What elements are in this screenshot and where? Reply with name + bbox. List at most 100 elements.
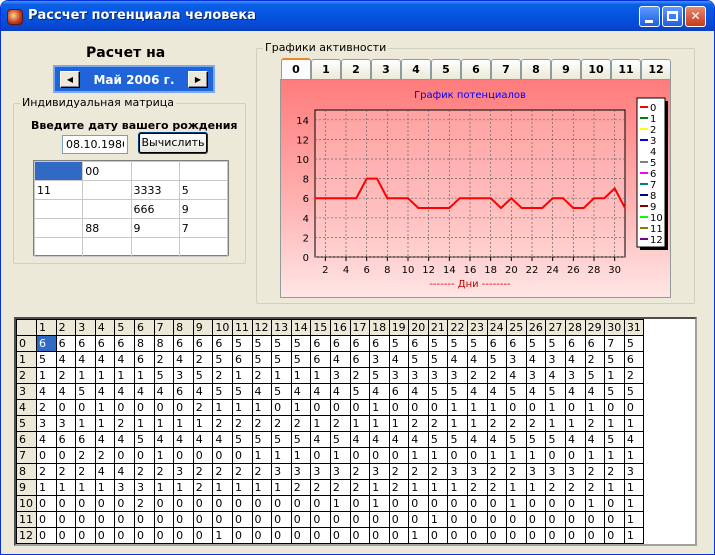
grid-cell[interactable]: 6 (173, 383, 194, 400)
grid-cell[interactable]: 1 (525, 479, 547, 496)
tab-1[interactable]: 1 (311, 59, 341, 79)
grid-cell[interactable]: 4 (584, 431, 606, 448)
grid-cell[interactable]: 0 (604, 495, 625, 512)
grid-cell[interactable]: 5 (584, 367, 606, 384)
matrix-cell[interactable]: 00 (82, 161, 132, 181)
grid-cell[interactable]: 1 (271, 367, 292, 384)
grid-cell[interactable]: 1 (251, 479, 273, 496)
grid-cell[interactable]: 4 (388, 431, 410, 448)
app-icon[interactable] (7, 9, 23, 25)
grid-cell[interactable]: 6 (55, 431, 77, 448)
grid-cell[interactable]: 0 (388, 495, 410, 512)
grid-cell[interactable]: 5 (212, 351, 233, 368)
grid-cell[interactable]: 4 (251, 383, 273, 400)
grid-cell[interactable]: 1 (545, 399, 567, 416)
grid-cell[interactable]: 2 (36, 463, 57, 480)
grid-cell[interactable]: 1 (290, 399, 312, 416)
grid-cell[interactable]: 0 (349, 399, 371, 416)
grid-cell[interactable]: 1 (408, 479, 429, 496)
prev-month-button[interactable]: ◀ (60, 71, 80, 88)
grid-cell[interactable]: 2 (75, 463, 96, 480)
grid-cell[interactable]: 1 (290, 367, 312, 384)
grid-cell[interactable]: 4 (329, 351, 351, 368)
grid-cell[interactable]: 1 (447, 479, 469, 496)
grid-cell[interactable]: 1 (251, 399, 273, 416)
grid-cell[interactable]: 0 (133, 399, 155, 416)
grid-cell[interactable]: 5 (231, 431, 253, 448)
tab-8[interactable]: 8 (521, 59, 551, 79)
grid-cell[interactable]: 2 (290, 479, 312, 496)
grid-cell[interactable]: 4 (114, 383, 135, 400)
grid-cell[interactable]: 0 (369, 511, 390, 528)
grid-cell[interactable]: 0 (408, 511, 429, 528)
grid-cell[interactable]: 6 (408, 335, 429, 352)
grid-cell[interactable]: 2 (133, 463, 155, 480)
grid-cell[interactable]: 1 (329, 447, 351, 464)
grid-cell[interactable]: 0 (231, 527, 253, 544)
grid-cell[interactable]: 2 (212, 463, 233, 480)
grid-cell[interactable]: 2 (290, 415, 312, 432)
grid-cell[interactable]: 5 (486, 351, 508, 368)
grid-cell[interactable]: 5 (290, 351, 312, 368)
grid-cell[interactable]: 0 (525, 399, 547, 416)
grid-cell[interactable]: 4 (467, 431, 488, 448)
grid-cell[interactable]: 2 (349, 479, 371, 496)
grid-cell[interactable]: 1 (349, 415, 371, 432)
grid-cell[interactable]: 3 (114, 479, 135, 496)
grid-cell[interactable]: 5 (231, 335, 253, 352)
grid-cell[interactable]: 5 (467, 335, 488, 352)
grid-cell[interactable]: 0 (486, 527, 508, 544)
grid-cell[interactable]: 5 (545, 431, 567, 448)
grid-cell[interactable]: 0 (271, 511, 292, 528)
grid-cell[interactable]: 2 (310, 479, 331, 496)
grid-cell[interactable]: 3 (565, 367, 586, 384)
grid-cell[interactable]: 2 (212, 367, 233, 384)
grid-cell[interactable]: 5 (506, 431, 527, 448)
grid-cell[interactable]: 1 (290, 447, 312, 464)
grid-cell[interactable]: 1 (310, 367, 331, 384)
grid-cell[interactable]: 4 (173, 431, 194, 448)
grid-cell[interactable]: 0 (408, 495, 429, 512)
grid-cell[interactable]: 6 (310, 335, 331, 352)
grid-cell[interactable]: 4 (447, 351, 469, 368)
grid-cell[interactable]: 5 (604, 431, 625, 448)
grid-cell[interactable]: 0 (36, 511, 57, 528)
grid-cell[interactable]: 5 (212, 383, 233, 400)
minimize-button[interactable] (639, 6, 660, 27)
grid-cell[interactable]: 6 (388, 383, 410, 400)
grid-cell[interactable]: 5 (604, 351, 625, 368)
grid-cell[interactable]: 4 (388, 351, 410, 368)
grid-cell[interactable]: 1 (212, 399, 233, 416)
grid-cell[interactable]: 0 (565, 511, 586, 528)
grid-cell[interactable]: 5 (271, 431, 292, 448)
grid-cell[interactable]: 2 (467, 367, 488, 384)
grid-cell[interactable]: 5 (447, 431, 469, 448)
grid-cell[interactable]: 2 (349, 463, 371, 480)
grid-cell[interactable]: 5 (271, 335, 292, 352)
grid-cell[interactable]: 0 (545, 511, 567, 528)
grid-cell[interactable]: 2 (623, 367, 645, 384)
grid-cell[interactable]: 4 (467, 383, 488, 400)
grid-cell[interactable]: 0 (231, 447, 253, 464)
grid-cell[interactable]: 2 (486, 479, 508, 496)
grid-cell[interactable]: 0 (173, 447, 194, 464)
grid-cell[interactable]: 0 (525, 495, 547, 512)
grid-cell[interactable]: 5 (290, 335, 312, 352)
grid-cell[interactable]: 3 (565, 463, 586, 480)
grid-cell[interactable]: 6 (212, 335, 233, 352)
grid-cell[interactable]: 0 (329, 527, 351, 544)
grid-cell[interactable]: 2 (329, 415, 351, 432)
grid-cell[interactable]: 4 (369, 383, 390, 400)
grid-cell[interactable]: 5 (525, 431, 547, 448)
grid-cell[interactable]: 3 (545, 463, 567, 480)
grid-cell[interactable]: 2 (153, 463, 175, 480)
grid-cell[interactable]: 3 (133, 479, 155, 496)
grid-cell[interactable]: 4 (75, 351, 96, 368)
matrix-cell[interactable] (33, 237, 84, 257)
grid-cell[interactable]: 0 (447, 495, 469, 512)
grid-cell[interactable]: 4 (525, 351, 547, 368)
grid-cell[interactable]: 6 (349, 351, 371, 368)
grid-cell[interactable]: 1 (36, 367, 57, 384)
grid-cell[interactable]: 1 (408, 527, 429, 544)
grid-cell[interactable]: 0 (604, 399, 625, 416)
